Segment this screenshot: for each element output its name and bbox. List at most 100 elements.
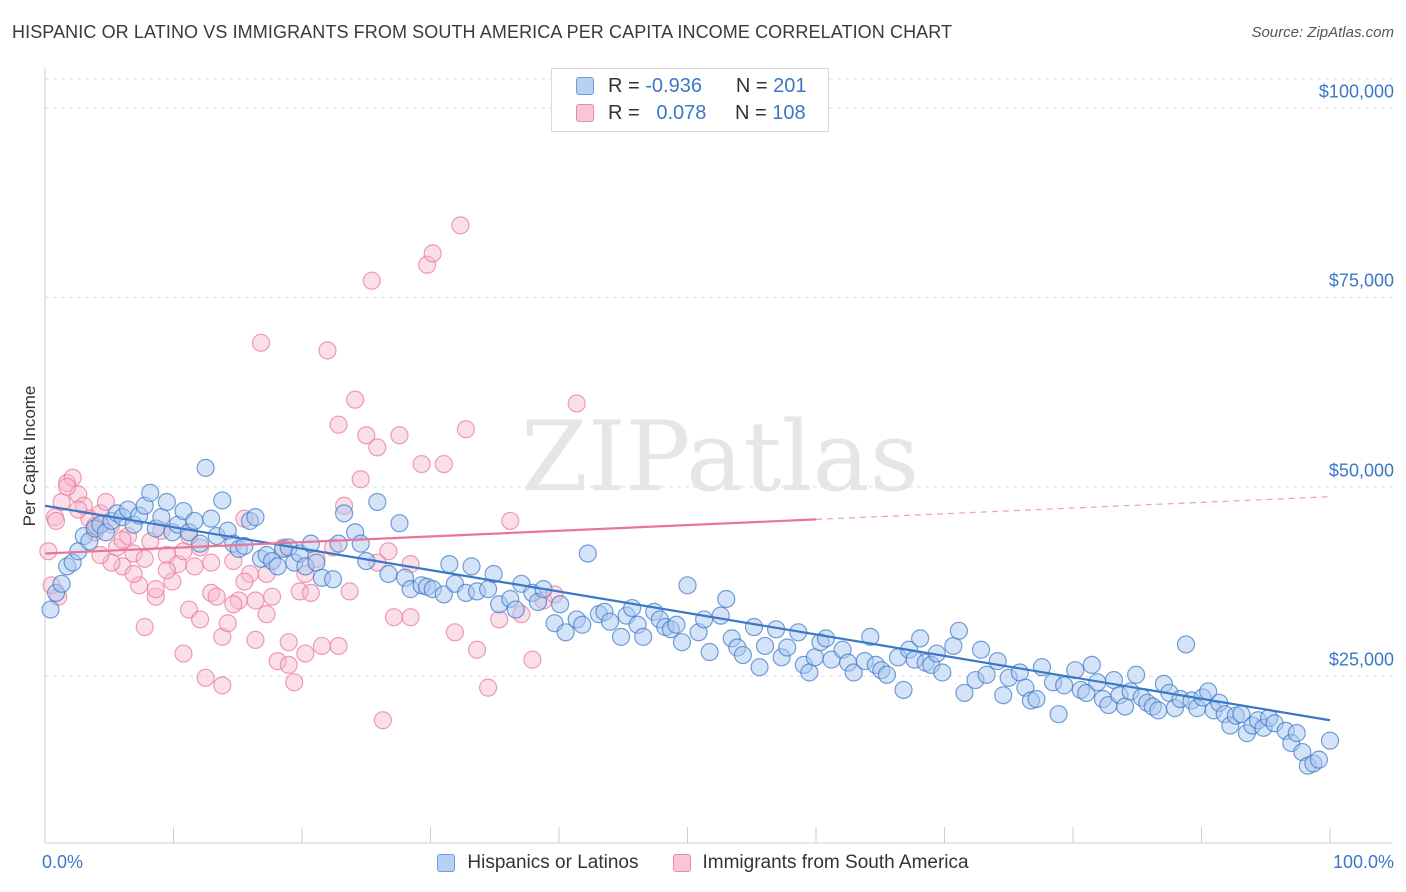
data-point-immigrants <box>523 650 542 669</box>
x-tick-max: 100.0% <box>1332 852 1394 872</box>
data-point-immigrants <box>91 545 110 565</box>
data-point-immigrants <box>96 492 116 512</box>
data-point-immigrants <box>285 673 304 692</box>
data-point-hispanic <box>329 534 348 553</box>
data-point-immigrants <box>190 610 210 629</box>
legend-swatch-pink <box>576 104 594 122</box>
legend-row-blue: R = -0.936 N = 201 <box>576 73 807 99</box>
data-point-immigrants <box>135 617 154 637</box>
data-point-immigrants <box>196 668 215 687</box>
data-point-immigrants <box>401 608 420 627</box>
data-point-hispanic <box>578 544 597 563</box>
data-point-hispanic <box>944 636 963 656</box>
r-label: R = <box>608 74 640 97</box>
y-tick-label: $50,000 <box>1328 460 1394 481</box>
data-point-hispanic <box>551 595 570 614</box>
data-point-immigrants <box>384 608 404 627</box>
data-point-immigrants <box>301 583 320 603</box>
r-value: 0.078 <box>656 101 707 124</box>
data-point-immigrants <box>124 564 143 584</box>
series-legend: Hispanics or Latinos Immigrants from Sou… <box>0 852 1406 874</box>
watermark: ZIPatlas <box>521 401 919 513</box>
data-point-immigrants <box>423 244 442 263</box>
data-point-hispanic <box>268 557 287 576</box>
legend-label-hispanic: Hispanics or Latinos <box>467 852 639 873</box>
data-point-hispanic <box>334 504 354 523</box>
data-point-hispanic <box>717 589 736 609</box>
data-point-immigrants <box>567 394 586 413</box>
data-point-immigrants <box>456 420 476 439</box>
data-point-hispanic <box>667 615 686 634</box>
trend-line-hispanic <box>44 504 1331 722</box>
data-point-immigrants <box>46 511 66 531</box>
data-point-immigrants <box>445 623 464 642</box>
data-point-hispanic <box>1176 635 1196 654</box>
axes <box>44 68 1392 844</box>
source-label: Source: ZipAtlas.com <box>1251 24 1394 41</box>
data-point-hispanic <box>1115 697 1135 716</box>
data-point-immigrants <box>163 572 182 591</box>
data-point-immigrants <box>501 511 520 531</box>
data-point-immigrants <box>251 333 271 352</box>
data-point-immigrants <box>490 610 509 629</box>
data-point-immigrants <box>390 426 409 445</box>
data-point-immigrants <box>174 542 193 561</box>
y-axis-label: Per Capita Income <box>20 385 39 527</box>
data-point-hispanic <box>1127 665 1146 684</box>
data-point-hispanic <box>977 665 996 684</box>
data-point-immigrants <box>467 640 487 659</box>
data-point-immigrants <box>412 454 431 474</box>
trend-lines <box>44 496 1331 722</box>
data-point-hispanic <box>695 610 714 629</box>
data-point-hispanic <box>484 564 503 584</box>
r-label: R = <box>608 101 640 124</box>
data-point-immigrants <box>213 627 232 646</box>
legend-row-pink: R = 0.078 N = 108 <box>576 100 806 126</box>
data-point-immigrants <box>373 711 392 730</box>
n-value: 108 <box>772 101 806 124</box>
data-point-hispanic <box>877 665 896 684</box>
data-point-immigrants <box>202 553 221 572</box>
data-point-hispanic <box>755 636 775 656</box>
data-point-immigrants <box>296 644 315 663</box>
data-point-immigrants <box>174 644 193 663</box>
data-point-immigrants <box>146 580 165 599</box>
data-point-hispanic <box>157 492 176 512</box>
data-point-hispanic <box>213 491 232 510</box>
data-point-immigrants <box>479 678 498 697</box>
legend-item-hispanic[interactable]: Hispanics or Latinos <box>437 852 639 874</box>
data-point-hispanic <box>434 585 453 604</box>
data-point-immigrants <box>418 255 437 274</box>
data-point-hispanic <box>1082 655 1101 675</box>
data-point-immigrants <box>113 530 132 549</box>
data-point-hispanic <box>861 627 880 646</box>
data-point-hispanic <box>994 686 1013 705</box>
data-point-immigrants <box>318 341 337 360</box>
data-point-hispanic <box>844 663 863 682</box>
data-point-hispanic <box>1027 689 1046 709</box>
data-point-hispanic <box>1149 701 1168 720</box>
data-point-hispanic <box>700 642 719 662</box>
data-point-immigrants <box>246 630 265 649</box>
data-point-immigrants <box>224 595 243 614</box>
data-point-hispanic <box>368 492 387 512</box>
data-point-immigrants <box>262 587 282 606</box>
data-point-hispanic <box>988 652 1007 671</box>
data-point-hispanic <box>733 645 752 665</box>
data-point-immigrants <box>434 454 453 474</box>
data-point-hispanic <box>440 555 459 574</box>
data-point-hispanic <box>301 534 320 553</box>
data-point-hispanic <box>600 612 620 631</box>
data-point-hispanic <box>911 629 930 648</box>
data-point-immigrants <box>63 468 82 487</box>
legend-item-immigrants[interactable]: Immigrants from South America <box>672 852 969 874</box>
data-point-hispanic <box>462 557 481 576</box>
data-point-hispanic <box>778 638 797 657</box>
data-point-hispanic <box>1077 683 1096 703</box>
data-point-hispanic <box>678 576 697 595</box>
legend-swatch-pink <box>672 854 691 872</box>
data-point-immigrants <box>235 572 254 591</box>
data-point-hispanic <box>307 553 326 572</box>
data-point-hispanic <box>323 570 343 589</box>
